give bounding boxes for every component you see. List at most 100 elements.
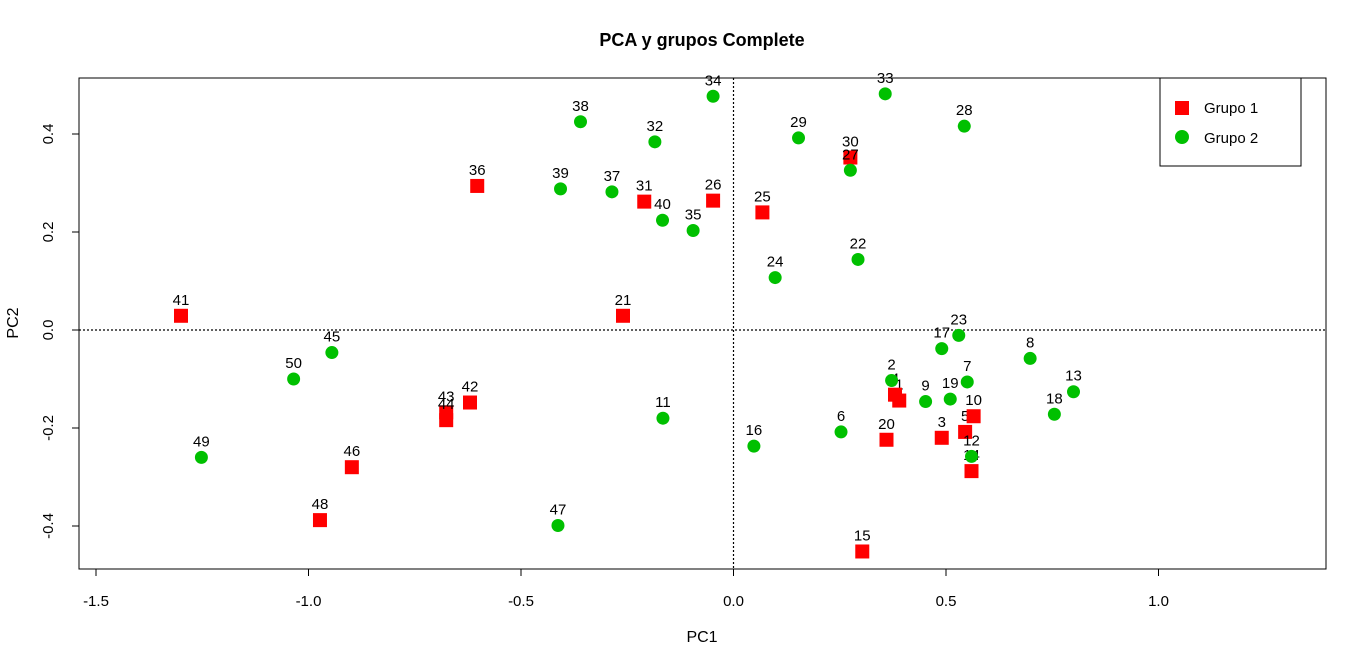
data-point: [965, 449, 978, 463]
point-label: 8: [1026, 334, 1034, 351]
point-label: 1: [895, 377, 903, 394]
point-label: 47: [550, 502, 567, 519]
data-point: [554, 182, 568, 196]
point-label: 41: [173, 292, 190, 309]
point-label: 44: [438, 396, 455, 413]
y-tick-label: 0.4: [40, 124, 57, 145]
data-point: [792, 131, 806, 145]
legend-label-grupo-1: Grupo 1: [1204, 100, 1258, 117]
data-point: [755, 205, 770, 220]
point-label: 35: [685, 207, 702, 224]
data-point: [439, 413, 454, 428]
data-point: [966, 409, 981, 424]
y-tick-label: 0.0: [40, 320, 57, 341]
point-label: 48: [312, 496, 329, 513]
point-label: 10: [965, 392, 982, 409]
x-tick-label: 0.0: [723, 593, 744, 610]
data-points: 1345101415202125263031364142434446482678…: [173, 70, 1082, 559]
y-axis: -0.4 -0.2 0.0 0.2 0.4: [40, 124, 80, 539]
point-label: 32: [647, 118, 664, 135]
point-label: 23: [950, 311, 967, 328]
x-tick-label: -1.0: [296, 593, 322, 610]
point-label: 21: [615, 292, 632, 309]
data-point: [463, 395, 477, 410]
data-point: [470, 178, 485, 193]
point-label: 49: [193, 433, 210, 450]
data-point: [878, 87, 892, 101]
point-label: 34: [705, 72, 722, 89]
point-label: 40: [654, 196, 671, 213]
data-point: [174, 308, 188, 323]
data-point: [958, 424, 973, 439]
data-point: [943, 392, 957, 406]
data-point: [964, 464, 979, 479]
point-label: 24: [767, 254, 784, 271]
point-label: 13: [1065, 368, 1082, 385]
point-label: 37: [604, 168, 621, 185]
point-label: 31: [636, 178, 653, 195]
point-label: 46: [344, 443, 361, 460]
data-point: [325, 346, 339, 360]
y-tick-label: -0.2: [40, 415, 57, 441]
point-label: 33: [877, 70, 894, 87]
data-point: [1023, 351, 1037, 365]
legend-marker-grupo-1: [1175, 101, 1189, 115]
point-label: 12: [963, 432, 980, 449]
point-label: 5: [961, 408, 969, 425]
data-point: [574, 115, 587, 129]
data-point: [637, 194, 652, 209]
point-label: 29: [790, 114, 807, 131]
legend: Grupo 1 Grupo 2: [1159, 77, 1302, 167]
data-point: [656, 411, 670, 425]
data-point: [1047, 407, 1061, 421]
point-label: 26: [705, 177, 722, 194]
data-point: [194, 450, 208, 464]
data-point: [957, 119, 971, 133]
data-point: [706, 193, 721, 208]
plot-frame: [78, 77, 1327, 570]
data-point: [616, 308, 630, 323]
point-label: 36: [469, 162, 486, 179]
x-tick-label: -1.5: [83, 593, 109, 610]
legend-marker-grupo-2: [1175, 130, 1189, 144]
data-point: [888, 387, 902, 402]
data-point: [768, 271, 782, 285]
legend-box: [1159, 77, 1302, 167]
data-point: [855, 544, 870, 559]
data-point: [935, 342, 949, 356]
data-point: [843, 163, 857, 177]
data-point: [960, 375, 974, 389]
x-tick-label: 1.0: [1148, 593, 1169, 610]
y-tick-label: -0.4: [40, 513, 57, 539]
point-label: 43: [438, 388, 455, 405]
point-label: 20: [878, 416, 895, 433]
point-label: 7: [963, 358, 971, 375]
point-label: 30: [842, 134, 859, 151]
data-point: [605, 185, 619, 199]
point-label: 39: [552, 165, 569, 182]
x-axis-label: PC1: [686, 629, 717, 646]
data-point: [1067, 385, 1080, 399]
data-point: [656, 213, 670, 227]
point-label: 22: [850, 235, 867, 252]
point-label: 18: [1046, 390, 1063, 407]
data-point: [747, 439, 761, 453]
point-label: 16: [746, 422, 763, 439]
point-label: 3: [938, 414, 946, 431]
x-axis: -1.5 -1.0 -0.5 0.0 0.5 1.0: [83, 568, 1169, 610]
point-label: 19: [942, 375, 959, 392]
point-label: 15: [854, 527, 871, 544]
point-label: 27: [842, 146, 859, 163]
data-point: [686, 224, 700, 238]
x-tick-label: -0.5: [508, 593, 534, 610]
data-point: [834, 425, 848, 439]
data-point: [934, 430, 949, 445]
point-label: 45: [324, 329, 341, 346]
data-point: [551, 519, 565, 533]
point-label: 50: [285, 355, 302, 372]
legend-label-grupo-2: Grupo 2: [1204, 130, 1258, 147]
point-label: 6: [837, 408, 845, 425]
data-point: [312, 513, 327, 528]
data-point: [885, 373, 899, 387]
y-tick-label: 0.2: [40, 222, 57, 243]
